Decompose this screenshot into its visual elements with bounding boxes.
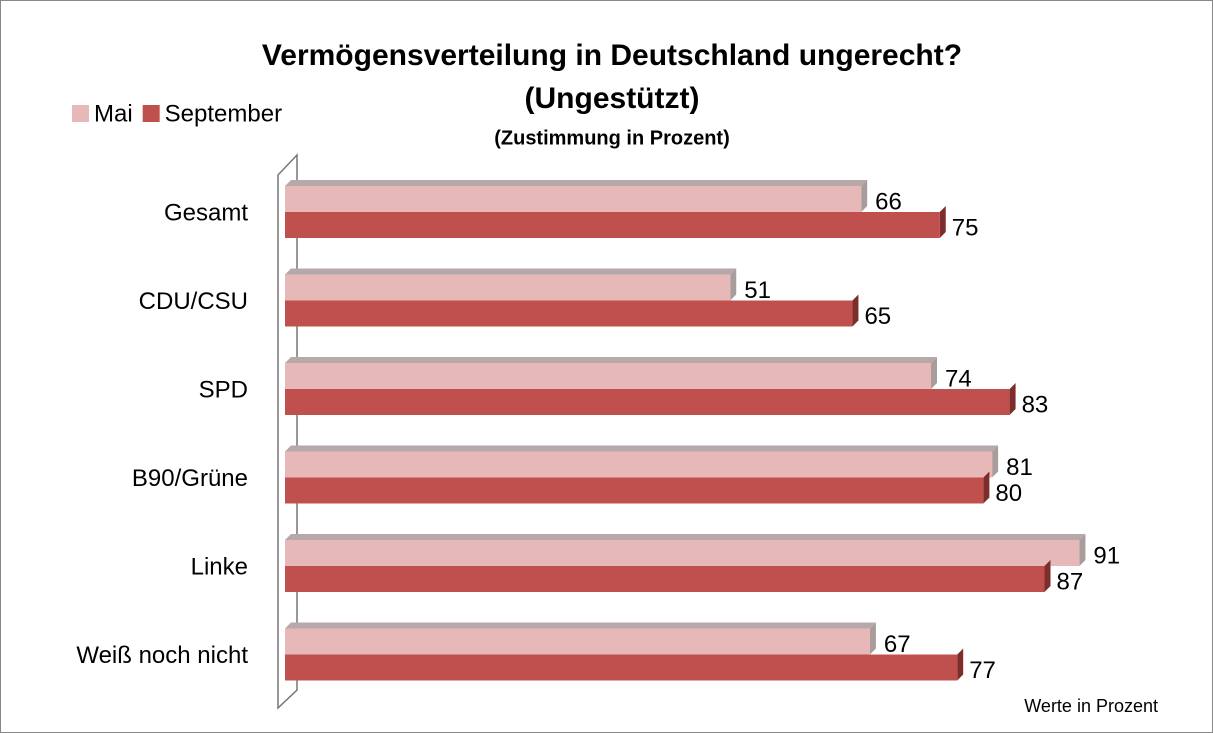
y-tick-label: Linke: [191, 553, 248, 580]
bar-depth: [861, 180, 868, 212]
bar-depth: [285, 357, 938, 363]
bar-depth: [931, 357, 938, 389]
bar-depth: [285, 268, 737, 275]
data-label: 67: [884, 631, 911, 658]
data-label: 74: [945, 365, 972, 392]
bar: [285, 212, 940, 238]
bar-depth: [1009, 383, 1016, 415]
bar: [285, 654, 958, 681]
y-tick-label: B90/Grüne: [132, 465, 248, 492]
legend-label: September: [165, 100, 282, 127]
bar: [285, 451, 993, 478]
bar: [285, 566, 1045, 592]
bar-depth: [285, 445, 999, 452]
bar-depth: [1079, 534, 1086, 566]
y-tick-label: Weiß noch nicht: [76, 642, 248, 669]
bar-depth: [957, 648, 964, 681]
bar: [285, 389, 1010, 415]
data-label: 87: [1057, 568, 1084, 595]
bar: [285, 363, 932, 389]
legend-label: Mai: [94, 100, 133, 127]
data-label: 51: [744, 277, 771, 304]
bar: [285, 628, 870, 655]
data-label: 65: [864, 303, 891, 330]
legend-swatch: [72, 105, 89, 122]
note: Werte in Prozent: [1024, 696, 1158, 716]
data-label: 81: [1006, 454, 1033, 481]
bar: [285, 300, 853, 327]
data-label: 80: [995, 480, 1022, 507]
bar-depth: [1044, 560, 1051, 592]
data-label: 77: [969, 657, 996, 684]
bar-depth: [983, 471, 990, 504]
bar: [285, 186, 862, 212]
bar-depth: [852, 294, 859, 327]
bar-depth: [285, 534, 1086, 540]
bar-depth: [285, 622, 876, 629]
legend-swatch: [142, 105, 160, 122]
data-label: 91: [1093, 542, 1120, 569]
y-tick-label: CDU/CSU: [139, 288, 248, 315]
chart-title: Vermögensverteilung in Deutschland unger…: [262, 39, 962, 72]
bar: [285, 477, 984, 504]
y-tick-label: SPD: [199, 376, 248, 403]
bar-depth: [939, 206, 946, 238]
chart-subtitle: (Zustimmung in Prozent): [494, 127, 730, 149]
data-label: 75: [952, 214, 979, 241]
bar-depth: [992, 445, 999, 478]
chart-subtitle: (Ungestützt): [525, 82, 700, 115]
bar: [285, 274, 731, 301]
bar: [285, 540, 1080, 566]
bar-depth: [730, 268, 737, 301]
data-label: 83: [1022, 391, 1049, 418]
y-tick-label: Gesamt: [164, 199, 248, 226]
bar-depth: [869, 622, 876, 655]
data-label: 66: [875, 188, 902, 215]
bar-depth: [285, 180, 868, 186]
